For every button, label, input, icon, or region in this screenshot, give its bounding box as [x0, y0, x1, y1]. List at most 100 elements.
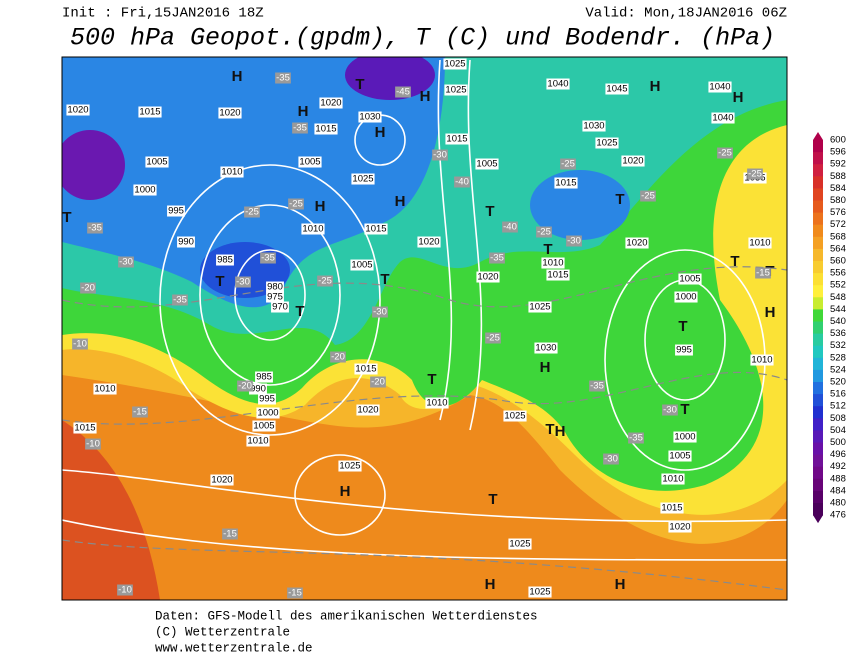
isotherm-label: -30	[604, 454, 618, 465]
colorbar-label: 520	[830, 377, 846, 388]
isobar-label-box	[503, 410, 527, 422]
colorbar-label: 572	[830, 219, 846, 230]
pressure-center: T	[62, 209, 71, 226]
isotherm-label: -20	[81, 283, 95, 294]
colorbar-swatch	[813, 200, 823, 214]
isotherm-label-box	[132, 406, 148, 418]
pressure-center: T	[678, 318, 687, 335]
colorbar-swatch	[813, 478, 823, 492]
isobar-label-group: 1015	[138, 106, 162, 118]
isobar-label: 1005	[476, 159, 497, 170]
isobar-label-box	[255, 371, 273, 383]
isobar-label-group: 1015	[546, 269, 570, 281]
isobar-label-box	[351, 173, 375, 185]
isotherm-label-box	[485, 332, 501, 344]
isobar-label: 1025	[529, 587, 550, 598]
pressure-center: T	[215, 273, 224, 290]
colorbar-label: 584	[830, 183, 846, 194]
isobar-label-group: 1010	[661, 473, 685, 485]
isotherm-label-group: -45	[395, 86, 411, 98]
colorbar-swatch	[813, 430, 823, 443]
isobar-label: 1010	[749, 238, 770, 249]
isotherm-label-group: -25	[640, 190, 656, 202]
pressure-center: T	[485, 203, 494, 220]
isobar-label-group: 1015	[314, 123, 338, 135]
isobar-label-box	[266, 281, 284, 293]
isobar-label-group: 1020	[476, 271, 500, 283]
isotherm-label: -10	[118, 585, 132, 596]
isotherm-label-box	[330, 351, 346, 363]
field-purple-west	[62, 130, 125, 200]
isotherm-label-box	[292, 122, 308, 134]
isobar-label: 1020	[477, 272, 498, 283]
isobar-label-group: 1020	[621, 155, 645, 167]
isobar-label: 1040	[709, 82, 730, 93]
isotherm-label: -10	[86, 439, 100, 450]
isobar-label-box	[444, 84, 468, 96]
colorbar-swatch	[813, 382, 823, 395]
pressure-center: T	[615, 191, 624, 208]
isotherm-label-group: -15	[222, 528, 238, 540]
footer-source: Daten: GFS-Modell des amerikanischen Wet…	[155, 609, 538, 623]
colorbar-swatch	[813, 140, 823, 153]
isobar-label-group: 1025	[528, 301, 552, 313]
colorbar-swatch	[813, 406, 823, 419]
valid-time: Valid: Mon,18JAN2016 06Z	[585, 6, 787, 22]
isobar-label-box	[528, 301, 552, 313]
isobar-label-group: 1010	[220, 166, 244, 178]
isotherm-label-box	[117, 584, 133, 596]
pressure-center: H	[555, 423, 566, 440]
isobar-label-group: 995	[258, 393, 276, 405]
pressure-center: H	[765, 304, 776, 321]
colorbar-label: 548	[830, 292, 846, 303]
isotherm-label-group: -25	[288, 198, 304, 210]
isobar-label-box	[249, 383, 267, 395]
isobar-label-group: 1005	[475, 158, 499, 170]
isobar-label: 1015	[74, 423, 95, 434]
colorbar-swatch	[813, 261, 823, 274]
colorbar-swatch	[813, 164, 823, 177]
isobar-label-box	[417, 236, 441, 248]
pressure-center: H	[650, 78, 661, 95]
isobar-label: 1010	[247, 436, 268, 447]
isobar-label: 1020	[67, 105, 88, 116]
isotherm-label: -35	[293, 123, 307, 134]
isotherm-label: -25	[289, 199, 303, 210]
isobar-label-box	[528, 586, 552, 598]
colorbar-label: 476	[830, 510, 846, 521]
isobar-label-box	[674, 291, 698, 303]
isotherm-label-group: -30	[118, 256, 134, 268]
isotherm-label-box	[370, 376, 386, 388]
isotherm-label-box	[589, 380, 605, 392]
isobar-label-box	[675, 344, 693, 356]
isotherm-label-box	[118, 256, 134, 268]
pressure-center: H	[615, 576, 626, 593]
colorbar-swatch	[813, 224, 823, 238]
colorbar-label: 544	[830, 304, 846, 315]
colorbar-swatch	[813, 176, 823, 189]
isotherm-label-group: -30	[566, 235, 582, 247]
isotherm-label-group: -15	[132, 406, 148, 418]
isobar-label-box	[246, 435, 270, 447]
isobar-line	[199, 204, 341, 386]
pressure-center: H	[485, 576, 496, 593]
isobar-label-group: 1005	[298, 156, 322, 168]
isobar-label-box	[554, 177, 578, 189]
isobar-label-box	[358, 111, 382, 123]
isobar-label-group: 1030	[534, 342, 558, 354]
isotherm-label: -15	[133, 407, 147, 418]
isobar-label-group: 1005	[145, 156, 169, 168]
isobar-label: 1020	[357, 405, 378, 416]
isobar-label-group: 1040	[546, 78, 570, 90]
isobar-label: 1010	[221, 167, 242, 178]
isobar-label-group: 1015	[445, 133, 469, 145]
isotherm-label-box	[747, 168, 763, 180]
isobar-label-group: 1010	[541, 257, 565, 269]
colorbar-label: 496	[830, 449, 846, 460]
isotherm-label-box	[662, 404, 678, 416]
pressure-center: H	[733, 89, 744, 106]
map-labels: HHTHHHHHHTTTTTTTTTHTHTTHTHTHH10201015102…	[62, 58, 776, 599]
colorbar-label: 540	[830, 316, 846, 327]
isobar-label-box	[625, 237, 649, 249]
isotherm-label: -25	[486, 333, 500, 344]
